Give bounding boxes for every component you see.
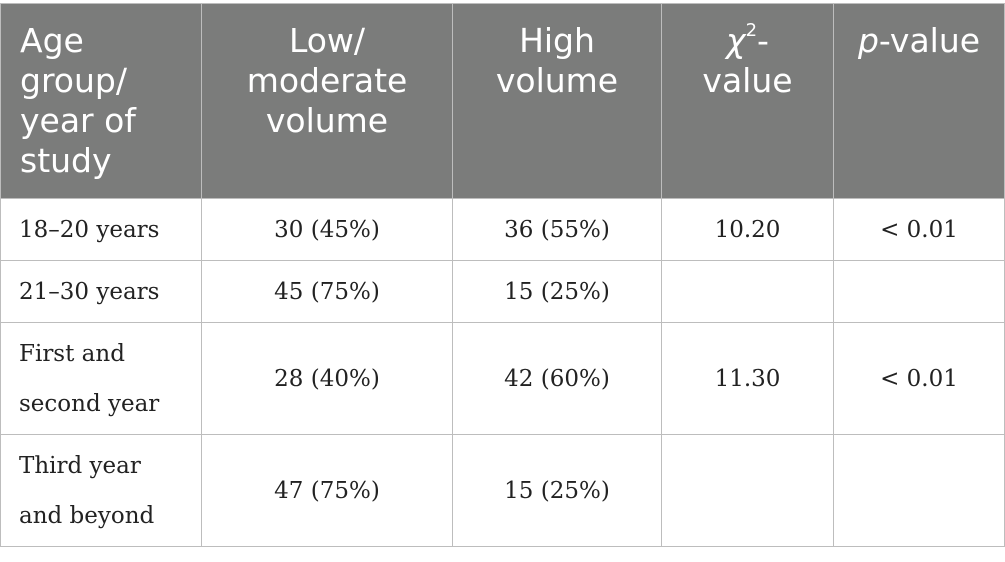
header-age-group-line-3: year of (20, 101, 136, 140)
row-label-line-1: Third year (19, 452, 141, 479)
p-value-rest: -value (878, 21, 981, 60)
low-moderate-cell: 30 (45%) (201, 198, 453, 261)
table-row: First and second year 28 (40%) 42 (60%) … (0, 322, 1005, 435)
row-label: 21–30 years (0, 260, 202, 323)
row-label-line-1: First and (19, 340, 125, 367)
chi-superscript: 2 (745, 20, 758, 41)
chi-suffix: - (757, 21, 769, 60)
row-label-line-2: second year (19, 390, 160, 417)
low-moderate-cell: 45 (75%) (201, 260, 453, 323)
chi-square-cell: 10.20 (661, 198, 834, 261)
header-age-group-line-2: group/ (20, 61, 127, 100)
header-age-group: Age group/ year of study (0, 3, 202, 199)
header-low-line-2: moderate (246, 61, 408, 100)
high-volume-cell: 36 (55%) (452, 198, 662, 261)
header-age-group-line-1: Age (20, 21, 84, 60)
table-row: 18–20 years 30 (45%) 36 (55%) 10.20 < 0.… (0, 198, 1005, 261)
table-row: Third year and beyond 47 (75%) 15 (25%) (0, 434, 1005, 547)
high-volume-cell: 15 (25%) (452, 260, 662, 323)
p-value-cell: < 0.01 (833, 198, 1005, 261)
low-moderate-cell: 28 (40%) (201, 322, 453, 435)
low-moderate-cell: 47 (75%) (201, 434, 453, 547)
p-value-cell: < 0.01 (833, 322, 1005, 435)
p-letter: p (857, 21, 879, 60)
header-high-line-1: High (519, 21, 595, 60)
header-high-line-2: volume (495, 61, 619, 100)
row-label: First and second year (0, 322, 202, 435)
table-header: Age group/ year of study Low/ moderate v… (0, 3, 1005, 199)
header-low-moderate-volume: Low/ moderate volume (201, 3, 453, 199)
chi-square-cell (661, 260, 834, 323)
results-table: Age group/ year of study Low/ moderate v… (0, 3, 1005, 547)
header-low-line-3: volume (265, 101, 389, 140)
header-p-value: p-value (833, 3, 1005, 199)
table-row: 21–30 years 45 (75%) 15 (25%) (0, 260, 1005, 323)
chi-square-cell (661, 434, 834, 547)
p-value-cell (833, 434, 1005, 547)
table-body: 18–20 years 30 (45%) 36 (55%) 10.20 < 0.… (0, 198, 1005, 547)
row-label-line-2: and beyond (19, 502, 155, 529)
p-value-cell (833, 260, 1005, 323)
chi-line-2: value (702, 61, 793, 100)
high-volume-cell: 15 (25%) (452, 434, 662, 547)
high-volume-cell: 42 (60%) (452, 322, 662, 435)
header-age-group-line-4: study (20, 141, 112, 180)
row-label: 18–20 years (0, 198, 202, 261)
header-chi-square-value: χ2- value (661, 3, 834, 199)
row-label: Third year and beyond (0, 434, 202, 547)
chi-symbol: χ (726, 21, 746, 60)
header-row: Age group/ year of study Low/ moderate v… (0, 3, 1005, 199)
header-high-volume: High volume (452, 3, 662, 199)
chi-square-cell: 11.30 (661, 322, 834, 435)
header-low-line-1: Low/ (288, 21, 366, 60)
